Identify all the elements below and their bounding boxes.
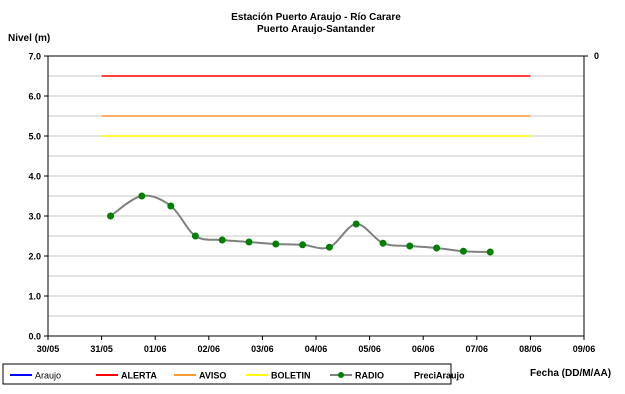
x-tick-label: 30/05: [37, 344, 60, 354]
legend-marker: [338, 372, 344, 378]
data-point: [406, 242, 414, 250]
legend-box: [2, 363, 452, 385]
y-axis-label: Nivel (m): [8, 33, 50, 44]
data-point: [138, 192, 146, 200]
y-tick-label: 3.0: [28, 212, 41, 222]
x-tick-label: 01/06: [144, 344, 167, 354]
data-point: [167, 202, 175, 210]
x-tick-label: 02/06: [198, 344, 221, 354]
y-tick-label: 0.0: [28, 332, 41, 342]
x-axis-label: Fecha (DD/M/AA): [530, 368, 611, 379]
threshold-lines: [101, 75, 531, 137]
legend: Araujo ALERTA AVISO BOLETIN RADIO PreciAraujo: [2, 363, 465, 385]
series-layer: [107, 192, 494, 256]
y-tick-label: 1.0: [28, 292, 41, 302]
data-point: [191, 232, 199, 240]
x-tick-label: 07/06: [466, 344, 489, 354]
y-tick-label: 6.0: [28, 92, 41, 102]
x-tick-label: 04/06: [305, 344, 328, 354]
data-point: [379, 239, 387, 247]
legend-label: ALERTA: [121, 371, 157, 381]
x-tick-label: 08/06: [519, 344, 542, 354]
data-point: [459, 247, 467, 255]
x-tick-label: 09/06: [573, 344, 596, 354]
data-point: [218, 236, 226, 244]
y-tick-label: 4.0: [28, 172, 41, 182]
data-point: [433, 244, 441, 252]
x-tick-label: 03/06: [251, 344, 274, 354]
data-point: [107, 212, 115, 220]
legend-label: RADIO: [355, 371, 384, 381]
data-point: [486, 248, 494, 256]
data-point: [245, 238, 253, 246]
legend-label: PreciAraujo: [414, 371, 465, 381]
axes: 0.0 1.0 2.0 3.0 4.0 5.0 6.0 7.0 0 30/05 31/05 01/06…: [28, 51, 599, 354]
x-tick-label: 05/06: [358, 344, 381, 354]
y-tick-label: 2.0: [28, 252, 41, 262]
y-tick-label: 5.0: [28, 132, 41, 142]
grid: [48, 75, 584, 317]
y-tick-label: 7.0: [28, 52, 41, 62]
chart-subtitle: Puerto Araujo-Santander: [257, 24, 375, 35]
x-tick-label: 06/06: [412, 344, 435, 354]
legend-label: AVISO: [199, 371, 226, 381]
data-point: [272, 240, 280, 248]
data-point: [352, 220, 360, 228]
data-point: [325, 243, 333, 251]
chart-title: Estación Puerto Araujo - Río Carare: [231, 12, 401, 23]
legend-label: BOLETIN: [271, 371, 311, 381]
data-point: [299, 241, 307, 249]
y2-tick-label: 0: [594, 51, 599, 61]
legend-label: Araujo: [35, 371, 61, 381]
x-tick-label: 31/05: [90, 344, 113, 354]
